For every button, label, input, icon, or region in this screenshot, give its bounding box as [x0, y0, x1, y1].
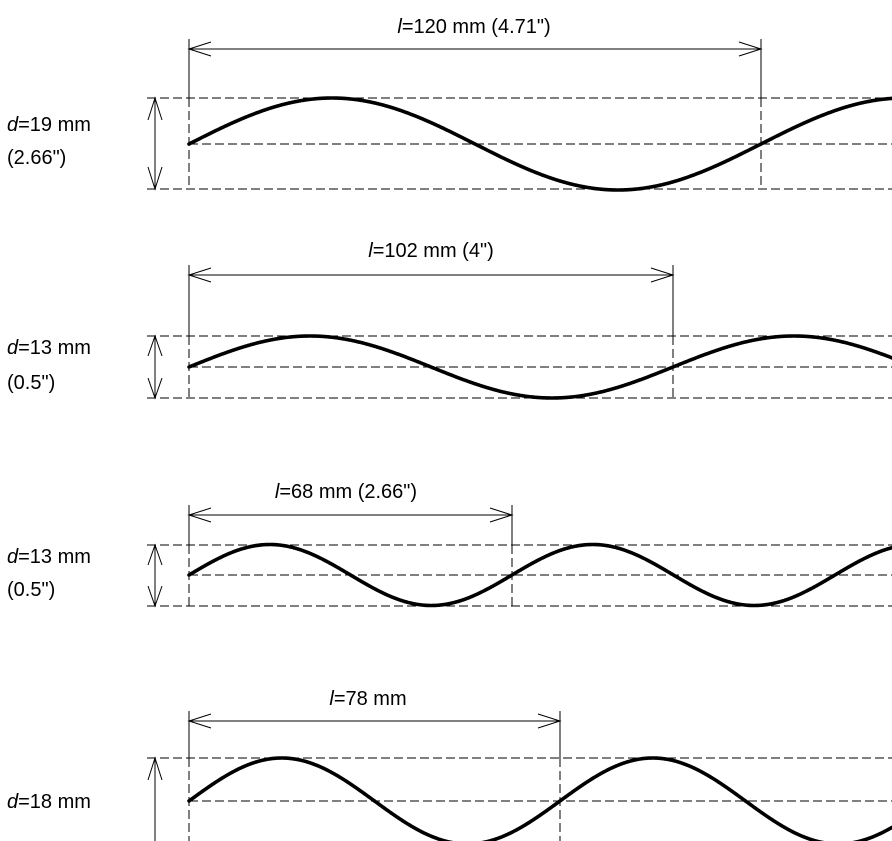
panel-3: l=68 mm (2.66") d=13 mm (0.5") [7, 481, 892, 608]
panel-2-depth-label-inches: (0.5") [7, 372, 55, 394]
panel-2-wave [187, 334, 892, 400]
panel-3-depth-label-inches: (0.5") [7, 579, 55, 601]
panel-2-depth-arrow-bottom [147, 377, 163, 400]
panel-1: l=120 mm (4.71") d=19 mm (2.66") [7, 16, 892, 192]
panel-3-wave [187, 542, 892, 608]
panel-1-depth-label: d=19 mm [7, 114, 91, 136]
panel-3-depth-arrow-bottom [147, 585, 163, 608]
panel-4-wave [187, 756, 892, 841]
panel-1-depth-arrow-bottom [147, 166, 163, 191]
panel-1-depth-label-inches: (2.66") [7, 147, 66, 169]
panel-3-depth-arrow-top [147, 543, 163, 566]
panel-2-length-label: l=102 mm (4") [368, 240, 493, 262]
panel-3-length-label: l=68 mm (2.66") [275, 481, 417, 503]
panel-2: l=102 mm (4") d=13 mm (0.5") [7, 240, 892, 400]
panel-3-depth-label: d=13 mm [7, 546, 91, 568]
panel-2-depth-arrow-top [147, 334, 163, 357]
panel-1-length-label: l=120 mm (4.71") [397, 16, 550, 38]
panel-4-depth-label: d=18 mm [7, 791, 91, 813]
panel-4: l=78 mm d=18 mm [7, 688, 892, 841]
panel-4-depth-arrow-top [147, 756, 163, 781]
panel-4-length-label: l=78 mm [329, 688, 406, 710]
panel-1-depth-arrow-top [147, 96, 163, 121]
panel-1-wave [187, 96, 892, 192]
panel-2-depth-label: d=13 mm [7, 337, 91, 359]
